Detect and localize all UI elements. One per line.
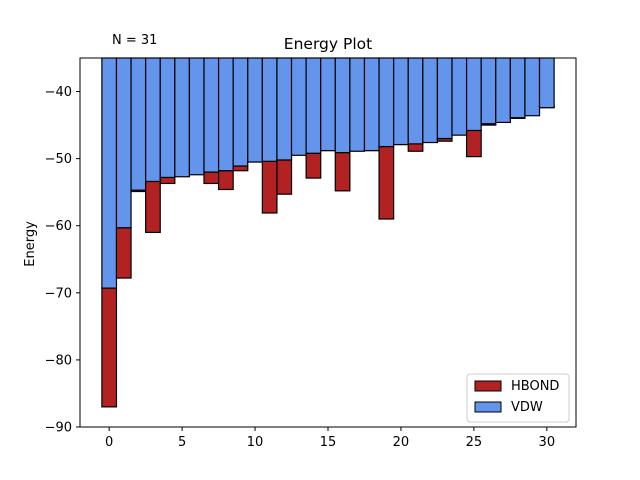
bar-vdw-20 — [393, 57, 409, 146]
bar-hbond-12 — [276, 159, 293, 195]
legend-swatch-hbond — [474, 380, 502, 392]
bar-hbond-25 — [465, 129, 482, 158]
y-tick-label: −40 — [45, 85, 72, 100]
bar-vdw-1 — [115, 57, 132, 229]
bar-hbond-7 — [203, 171, 220, 185]
x-tick-label: 15 — [320, 435, 337, 450]
bar-vdw-10 — [247, 57, 263, 163]
bar-vdw-15 — [320, 57, 336, 152]
x-tick-label: 30 — [539, 435, 556, 450]
x-tick-label: 20 — [393, 435, 410, 450]
y-tick-label: −60 — [45, 219, 72, 234]
bar-vdw-21 — [407, 57, 424, 145]
bar-vdw-27 — [495, 57, 511, 124]
bar-vdw-2 — [130, 57, 147, 191]
bar-vdw-5 — [174, 57, 191, 178]
legend: HBOND VDW — [466, 373, 570, 423]
legend-label-hbond: HBOND — [511, 379, 559, 394]
bar-vdw-30 — [538, 57, 555, 109]
bar-vdw-19 — [378, 57, 395, 148]
bar-vdw-13 — [290, 57, 307, 156]
y-axis-label: Energy — [23, 221, 38, 267]
axes-layer: 0 5 10 15 20 25 30 −90 −80 −70 −60 −50 −40 — [45, 57, 577, 450]
bar-vdw-22 — [422, 57, 439, 144]
legend-label-vdw: VDW — [511, 400, 543, 415]
bar-vdw-4 — [159, 57, 176, 179]
bar-hbond-0 — [101, 287, 118, 408]
bar-vdw-3 — [145, 57, 161, 183]
bar-vdw-29 — [524, 57, 541, 117]
bar-hbond-3 — [145, 180, 161, 234]
y-tick-label: −90 — [45, 421, 72, 436]
bar-hbond-19 — [378, 145, 395, 220]
x-tick-label: 5 — [178, 435, 186, 450]
y-tick-label: −50 — [45, 152, 72, 167]
bar-vdw-16 — [334, 57, 351, 154]
bar-hbond-4 — [159, 176, 176, 185]
bar-vdw-9 — [232, 57, 249, 167]
bar-hbond-1 — [115, 227, 132, 279]
bar-vdw-7 — [203, 57, 220, 173]
x-tick-label: 10 — [247, 435, 264, 450]
bar-vdw-23 — [436, 57, 453, 140]
sample-count-annotation: N = 31 — [112, 33, 157, 48]
bar-hbond-8 — [217, 170, 234, 191]
bar-hbond-16 — [334, 151, 351, 192]
y-tick-label: −80 — [45, 353, 72, 368]
bar-hbond-14 — [305, 152, 322, 179]
bar-vdw-14 — [305, 57, 322, 154]
bar-vdw-26 — [480, 57, 497, 125]
x-tick-label: 25 — [466, 435, 483, 450]
bar-hbond-11 — [261, 160, 278, 214]
bar-vdw-8 — [217, 57, 234, 172]
bar-vdw-12 — [276, 57, 293, 161]
bar-vdw-17 — [349, 57, 366, 152]
bar-vdw-11 — [261, 57, 278, 162]
bar-vdw-18 — [363, 57, 380, 152]
chart-title: Energy Plot — [284, 35, 372, 53]
x-tick-label: 0 — [105, 435, 113, 450]
bar-vdw-0 — [101, 57, 118, 289]
bar-vdw-25 — [465, 57, 482, 132]
y-tick-label: −70 — [45, 286, 72, 301]
bar-hbond-21 — [407, 143, 424, 152]
bar-vdw-6 — [188, 57, 205, 176]
bar-hbond-9 — [232, 165, 249, 172]
bar-vdw-28 — [509, 57, 526, 119]
bar-vdw-24 — [451, 57, 468, 136]
legend-swatch-vdw — [474, 401, 502, 413]
